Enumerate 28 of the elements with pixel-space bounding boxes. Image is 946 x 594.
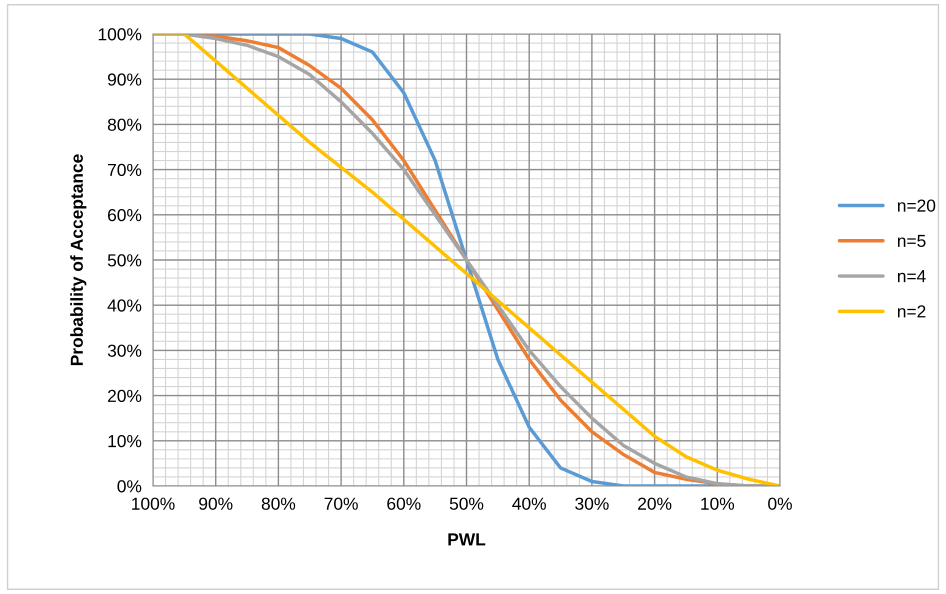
legend-label: n=4: [898, 270, 926, 282]
y-tick-label: 30%: [108, 344, 142, 357]
y-tick-label: 100%: [98, 28, 142, 40]
x-tick-label: 60%: [387, 498, 421, 510]
x-tick-label: 40%: [512, 498, 546, 510]
y-tick-label: 70%: [108, 164, 142, 176]
y-tick-label: 50%: [108, 254, 142, 266]
y-tick-label: 80%: [108, 118, 142, 131]
y-tick-label: 40%: [108, 299, 142, 312]
y-tick-label: 0%: [117, 480, 142, 492]
x-tick-label: 80%: [262, 498, 296, 510]
y-tick-label: 10%: [108, 434, 142, 448]
x-tick-label: 90%: [199, 498, 232, 510]
y-tick-label: 90%: [108, 73, 142, 86]
x-tick-label: 30%: [575, 498, 609, 510]
x-tick-label: 100%: [132, 498, 175, 510]
legend-label: n=5: [898, 234, 926, 248]
x-axis-title: PWL: [448, 533, 486, 546]
x-tick-label: 0%: [768, 498, 792, 510]
x-tick-label: 10%: [701, 498, 734, 510]
y-axis-title: Probability of Acceptance: [70, 154, 86, 366]
legend-label: n=2: [898, 305, 926, 318]
x-tick-label: 70%: [324, 498, 358, 510]
y-tick-label: 60%: [108, 208, 142, 222]
legend-label: n=20: [898, 199, 936, 212]
x-tick-label: 20%: [638, 498, 672, 510]
y-tick-label: 20%: [108, 390, 142, 402]
x-tick-label: 50%: [450, 498, 484, 510]
